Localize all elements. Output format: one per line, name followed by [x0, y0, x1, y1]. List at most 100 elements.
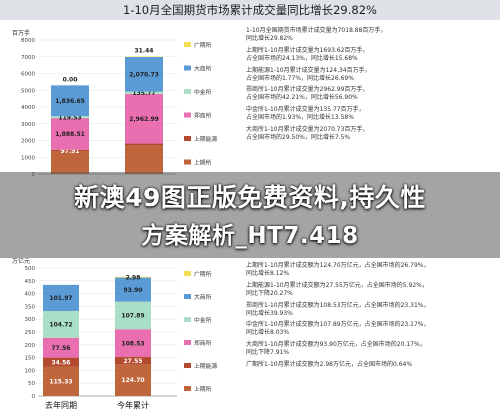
legend-swatch	[184, 271, 191, 276]
volume-note-line: 占全国市场的42.21%，同比增长56.90%	[246, 94, 358, 102]
bar-value-label: 1,836.65	[55, 98, 85, 105]
legend-label: 广期所	[194, 41, 212, 49]
y-tick-label: 2000	[21, 139, 35, 145]
legend-swatch	[184, 65, 191, 71]
y-tick-label: 3000	[21, 122, 35, 128]
volume-notes: 1-10月全国期货市场累计成交量为7018.88百万手， 同比增长29.82% 上期…	[246, 27, 386, 142]
bar-value-label: 104.72	[49, 322, 72, 329]
legend-label: 郑商所	[194, 339, 212, 347]
y-tick-label: 100	[25, 368, 36, 374]
legend-swatch	[184, 340, 191, 345]
bar-segment	[51, 85, 89, 117]
volume-note-line: 占全国市场的29.50%，同比增长7.5%	[246, 133, 351, 141]
legend-swatch	[184, 136, 191, 141]
bar-segment	[51, 151, 89, 174]
bar-segment	[125, 145, 163, 174]
bar-value-label: 119.53	[58, 114, 81, 121]
bar-value-label: 77.56	[52, 345, 71, 352]
legend-swatch	[184, 112, 191, 118]
turnover-panel: 万亿元 0 50 100 150 200 250 300 350 400 450 500 115.33 3…	[0, 226, 500, 418]
turnover-note-line: 大商所1-10月累计成交额为93.90万亿元，占全国市场的20.17%，	[246, 341, 426, 349]
turnover-note-line: 中金所1-10月累计成交额为107.89万亿元，占全国市场的23.17%，	[246, 321, 430, 329]
y-tick-label: 4000	[21, 105, 35, 111]
legend-label: 大商所	[194, 65, 212, 73]
y-tick-label: 250	[25, 330, 36, 336]
overlay-title-line-2: 方案解析_HT7.418	[141, 223, 359, 249]
bar-segment	[125, 143, 163, 146]
bar-segment	[115, 329, 151, 358]
legend-swatch	[184, 159, 191, 165]
y-tick-label: 350	[25, 304, 36, 310]
bar-value-label: 1,888.51	[55, 131, 85, 138]
turnover-note-line: 上期能源1-10月累计成交额为27.55万亿元，占全国市场的5.92%，	[246, 281, 428, 289]
bar-value-label: 34.56	[52, 359, 71, 366]
bar-value-label: 107.89	[121, 313, 144, 320]
turnover-note-line: 广期所1-10月累计成交额为2.98万亿元，占全国市场的0.64%	[246, 361, 413, 369]
legend-label: 中金所	[194, 88, 212, 96]
volume-note-line: 大商所1-10月累计成交量为2070.73百万手，	[246, 126, 369, 134]
bar-segment	[115, 276, 151, 278]
bar-segment	[43, 366, 79, 396]
bar-value-label: 2,070.73	[129, 72, 159, 79]
y-tick-label: 300	[25, 317, 36, 323]
legend-label: 中金所	[194, 316, 212, 324]
bar-segment	[43, 357, 79, 367]
volume-panel: 1-10月全国期货市场累计成交量同比增长29.82% 百万手0100020003…	[0, 0, 500, 200]
y-tick-label: 50	[28, 381, 35, 387]
y-tick-label: 7000	[21, 55, 35, 61]
legend-swatch	[184, 386, 191, 391]
x-category-label: 去年同期	[45, 400, 77, 410]
turnover-notes: 上期所1-10月累计成交额为124.70万亿元，占全国市场的26.79%， 同比增…	[246, 262, 430, 369]
turnover-note-line: 同比下降7.91%	[246, 349, 290, 357]
legend-label: 大商所	[194, 293, 212, 301]
bar-value-label: 115.33	[49, 378, 72, 385]
y-tick-label: 500	[25, 266, 36, 272]
legend-swatch	[184, 42, 191, 47]
volume-note-line: 同比增长29.82%	[246, 34, 293, 42]
turnover-note-line: 同比增长8.03%	[246, 329, 290, 337]
legend-label: 上期所	[194, 159, 212, 167]
volume-chart-title: 1-10月全国期货市场累计成交量同比增长29.82%	[0, 0, 500, 20]
bar-segment	[43, 337, 79, 358]
legend-label: 上期能源	[194, 362, 217, 370]
bar-value-label: 93.90	[124, 287, 143, 294]
bar-segment	[125, 56, 163, 92]
overlay-title-line-1: 新澳49图正版免费资料,持久性	[74, 183, 426, 212]
turnover-note-line: 同比增长8.12%	[246, 269, 290, 277]
y-tick-label: 8000	[21, 38, 35, 44]
turnover-stacked-bar-chart: 万亿元 0 50 100 150 200 250 300 350 400 450 500 115.33 3…	[12, 257, 217, 410]
bar-segment	[125, 91, 163, 94]
y-tick-label: 450	[25, 279, 36, 285]
bar-segment	[43, 284, 79, 311]
bar-segment	[51, 116, 89, 119]
bar-segment	[115, 357, 151, 365]
bar-value-label: 101.97	[49, 295, 72, 302]
x-category-label: 今年累计	[117, 400, 149, 410]
y-tick-label: 200	[25, 343, 36, 349]
y-tick-label: 6000	[21, 72, 35, 78]
watermark-overlay: 新澳49图正版免费资料,持久性 方案解析_HT7.418	[0, 172, 500, 258]
legend-label: 广期所	[194, 270, 212, 278]
volume-note-line: 上期能源1-10月累计成交量为124.34百万手，	[246, 66, 371, 74]
y-tick-label: 1000	[21, 155, 35, 161]
bar-value-label: 108.53	[121, 340, 144, 347]
turnover-note-line: 同比下降20.27%	[246, 289, 293, 297]
bar-value-label: 135.77	[132, 90, 155, 97]
bar-segment	[51, 149, 89, 152]
volume-note-line: 上期所1-10月累计成交量为1693.62百万手，	[246, 46, 369, 54]
turnover-note-line: 上期所1-10月累计成交额为124.70万亿元，占全国市场的26.79%，	[246, 262, 430, 269]
legend-swatch	[184, 363, 191, 368]
bar-total-label: 31.44	[135, 47, 154, 54]
bar-total-label: 0.00	[63, 76, 78, 83]
y-tick-label: 0	[32, 394, 36, 400]
bar-segment	[125, 93, 163, 144]
bar-segment	[115, 301, 151, 330]
bar-segment	[115, 364, 151, 396]
legend-swatch	[184, 317, 191, 322]
bar-value-label: 2,962.99	[129, 116, 159, 123]
volume-note-line: 1-10月全国期货市场累计成交量为7018.88百万手，	[246, 27, 387, 34]
bar-value-label: 124.70	[121, 377, 144, 384]
bar-value-label: 97.91	[61, 148, 80, 155]
y-axis-label: 万亿元	[12, 257, 30, 265]
turnover-note-line: 同比增长39.93%	[246, 309, 293, 317]
